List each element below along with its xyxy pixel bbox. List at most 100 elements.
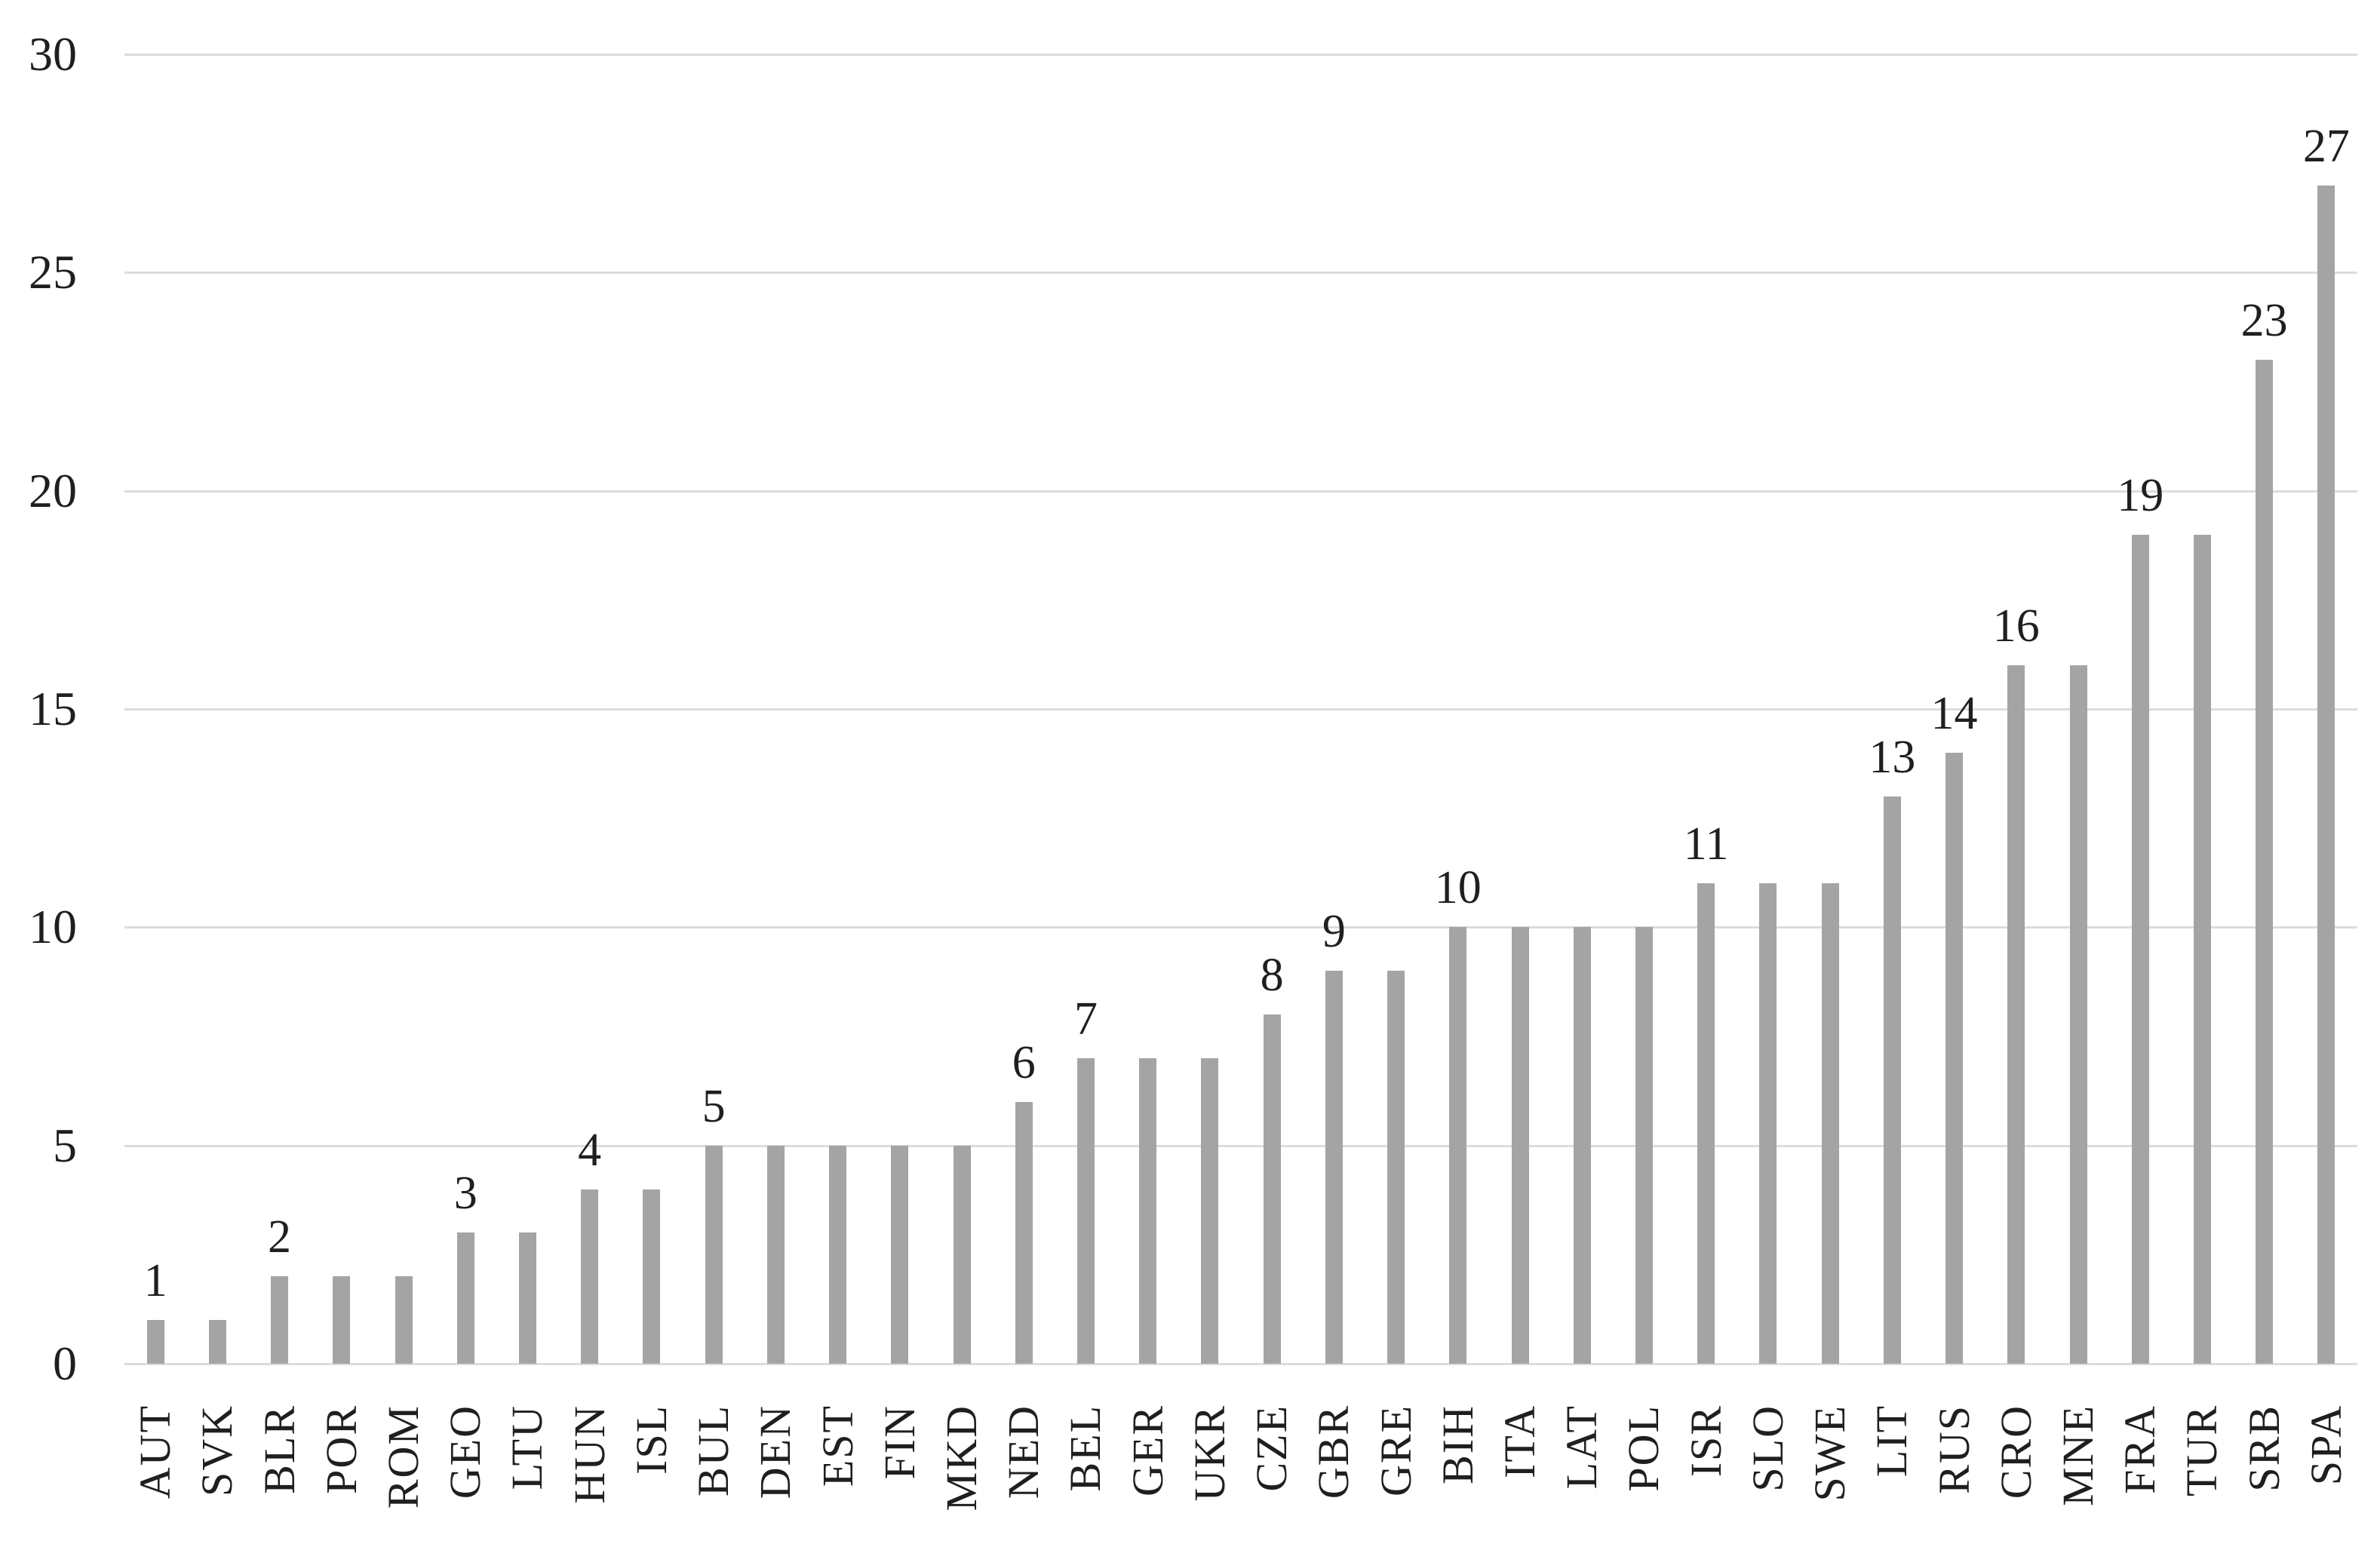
- x-axis-category-label-CZE: CZE: [1247, 1404, 1297, 1492]
- x-axis-category-label-CRO: CRO: [1991, 1404, 2041, 1499]
- x-axis-category-label-LTU: LTU: [502, 1404, 552, 1490]
- bar-SWE: [1821, 883, 1839, 1364]
- bar-RUS: [1945, 752, 1964, 1364]
- bar-LTU: [518, 1232, 536, 1364]
- bar-EST: [829, 1145, 847, 1364]
- bar-HUN: [581, 1189, 599, 1364]
- bar-BIH: [1449, 927, 1467, 1364]
- bar-value-label-CZE: 8: [1260, 950, 1284, 1002]
- bar-value-label-RUS: 14: [1930, 687, 1978, 739]
- bar-FIN: [891, 1145, 909, 1364]
- bar-value-label-GBR: 9: [1322, 906, 1346, 958]
- x-axis-category-label-ROM: ROM: [379, 1404, 428, 1509]
- x-axis-category-label-RUS: RUS: [1929, 1404, 1979, 1494]
- bar-value-label-HUN: 4: [578, 1124, 602, 1176]
- y-axis-tick-label: 10: [29, 900, 77, 954]
- x-axis-category-label-MKD: MKD: [937, 1404, 986, 1512]
- bar-value-label-NED: 6: [1012, 1036, 1036, 1088]
- x-axis-category-label-TUR: TUR: [2177, 1404, 2227, 1496]
- x-axis-category-label-EST: EST: [812, 1404, 862, 1487]
- x-axis-category-label-SRB: SRB: [2239, 1404, 2289, 1492]
- x-axis-category-label-GEO: GEO: [441, 1404, 490, 1499]
- gridline-y-10: [124, 926, 2357, 929]
- bar-AUT: [146, 1320, 164, 1364]
- x-axis-category-label-FIN: FIN: [874, 1404, 924, 1480]
- x-axis-category-label-LIT: LIT: [1867, 1404, 1917, 1478]
- x-axis-category-label-POR: POR: [316, 1404, 366, 1494]
- x-axis-category-label-SVK: SVK: [192, 1404, 242, 1497]
- bar-GBR: [1325, 971, 1343, 1364]
- bar-TUR: [2193, 534, 2211, 1364]
- x-axis-category-label-BUL: BUL: [689, 1404, 739, 1496]
- x-axis-category-label-GBR: GBR: [1309, 1404, 1359, 1499]
- bar-value-label-GEO: 3: [453, 1168, 478, 1220]
- gridline-y-15: [124, 708, 2357, 711]
- bar-LAT: [1573, 927, 1591, 1364]
- x-axis-category-label-GRE: GRE: [1371, 1404, 1420, 1496]
- x-axis-category-label-BIH: BIH: [1433, 1404, 1482, 1484]
- bar-BUL: [705, 1145, 723, 1364]
- x-axis-category-label-AUT: AUT: [131, 1404, 180, 1499]
- bar-UKR: [1201, 1057, 1219, 1364]
- x-axis-category-label-FRA: FRA: [2115, 1404, 2165, 1494]
- bar-GEO: [456, 1232, 474, 1364]
- bar-BLR: [271, 1276, 289, 1364]
- bar-ITA: [1511, 927, 1529, 1364]
- bar-value-label-FRA: 19: [2117, 469, 2164, 521]
- bar-value-label-LIT: 13: [1869, 731, 1916, 783]
- bar-BEL: [1076, 1057, 1095, 1364]
- gridline-y-5: [124, 1144, 2357, 1147]
- bar-value-label-BIH: 10: [1434, 862, 1482, 914]
- gridline-y-0: [124, 1363, 2357, 1365]
- x-axis-category-label-DEN: DEN: [751, 1404, 800, 1499]
- y-axis-tick-label: 0: [53, 1337, 77, 1390]
- bar-value-label-BLR: 2: [268, 1211, 292, 1263]
- bar-SLO: [1759, 883, 1777, 1364]
- bar-MKD: [953, 1145, 971, 1364]
- bar-CZE: [1263, 1014, 1281, 1364]
- x-axis-category-label-BEL: BEL: [1061, 1404, 1110, 1492]
- x-axis-category-label-MNE: MNE: [2053, 1404, 2102, 1506]
- gridline-y-30: [124, 54, 2357, 56]
- bar-GRE: [1387, 971, 1405, 1364]
- y-axis-tick-label: 20: [29, 463, 77, 517]
- x-axis-category-label-ISR: ISR: [1681, 1404, 1730, 1478]
- bar-DEN: [766, 1145, 785, 1364]
- bar-GER: [1139, 1057, 1157, 1364]
- x-axis-category-label-SPA: SPA: [2301, 1404, 2351, 1486]
- bar-FRA: [2131, 534, 2149, 1364]
- bar-ROM: [395, 1276, 413, 1364]
- bar-NED: [1015, 1101, 1033, 1364]
- x-axis-category-label-BLR: BLR: [254, 1404, 304, 1494]
- x-axis-category-label-ISL: ISL: [626, 1404, 676, 1475]
- bar-value-label-BUL: 5: [702, 1080, 726, 1132]
- x-axis-category-label-ITA: ITA: [1495, 1404, 1544, 1478]
- x-axis-category-label-HUN: HUN: [564, 1404, 614, 1504]
- bar-value-label-SRB: 23: [2240, 295, 2288, 347]
- bar-ISR: [1697, 883, 1715, 1364]
- x-axis-category-label-UKR: UKR: [1184, 1404, 1234, 1502]
- x-axis-category-label-SWE: SWE: [1805, 1404, 1855, 1502]
- bar-POL: [1635, 927, 1653, 1364]
- y-axis-tick-label: 15: [29, 682, 77, 735]
- bar-ISL: [643, 1189, 661, 1364]
- gridline-y-25: [124, 272, 2357, 275]
- bar-MNE: [2069, 665, 2087, 1364]
- bar-LIT: [1883, 796, 1901, 1364]
- y-axis-tick-label: 25: [29, 245, 77, 299]
- y-axis-tick-label: 5: [53, 1118, 77, 1172]
- bar-value-label-CRO: 16: [1992, 600, 2040, 652]
- bar-SRB: [2256, 360, 2274, 1364]
- bar-value-label-SPA: 27: [2302, 120, 2350, 172]
- bar-value-label-AUT: 1: [143, 1255, 167, 1307]
- bar-value-label-BEL: 7: [1073, 993, 1098, 1045]
- bar-SVK: [208, 1320, 226, 1364]
- x-axis-category-label-GER: GER: [1122, 1404, 1172, 1496]
- bar-CRO: [2007, 665, 2025, 1364]
- x-axis-category-label-LAT: LAT: [1557, 1404, 1607, 1490]
- x-axis-category-label-NED: NED: [999, 1404, 1049, 1499]
- gridline-y-20: [124, 490, 2357, 493]
- x-axis-category-label-SLO: SLO: [1743, 1404, 1792, 1492]
- x-axis-category-label-POL: POL: [1619, 1404, 1669, 1492]
